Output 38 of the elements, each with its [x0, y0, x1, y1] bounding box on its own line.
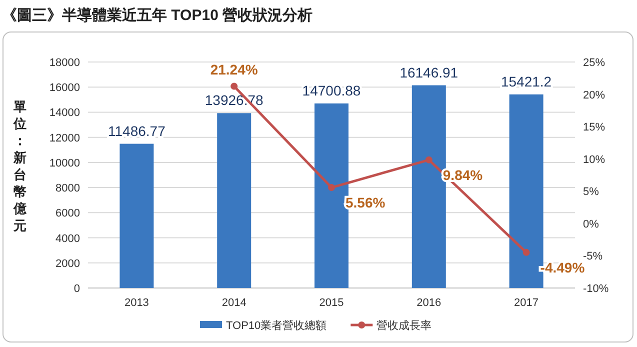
data-label: 11486.77 [108, 122, 166, 139]
bar [217, 113, 252, 288]
y-tick-label: 2000 [56, 258, 80, 270]
y-tick-label: 14000 [49, 107, 80, 120]
y-tick-label: 6000 [56, 208, 80, 220]
y2-tick-label: 15% [583, 122, 606, 134]
data-label: 15421.2 [500, 73, 552, 90]
y2-tick-label: -10% [583, 283, 609, 295]
data-label: 21.24% [210, 61, 258, 78]
legend-label: TOP10業者營收總額 [226, 319, 327, 332]
x-tick-label: 2016 [416, 297, 442, 309]
point [522, 248, 530, 256]
point [425, 156, 432, 164]
x-tick-label: 2014 [222, 297, 246, 309]
y-tick-label: 10000 [49, 157, 80, 170]
y-axis-title: 單位：新台幣億元 [12, 99, 28, 233]
y2-tick-label: 0% [583, 218, 600, 230]
y-tick-label: 8000 [56, 182, 80, 195]
x-tick-label: 2017 [514, 297, 539, 309]
legend-label: 營收成長率 [376, 319, 432, 332]
chart-title: 《圖三》半導體業近五年 TOP10 營收狀況分析 [2, 6, 313, 24]
bar [120, 144, 154, 288]
point [230, 82, 238, 90]
x-tick-label: 2015 [319, 297, 344, 309]
y2-tick-label: 20% [583, 89, 606, 102]
data-label: 14700.88 [302, 82, 361, 98]
y2-tick-label: 25% [583, 57, 606, 69]
y-tick-label: 18000 [49, 57, 80, 69]
y2-tick-label: 5% [583, 186, 600, 198]
x-tick-label: 2013 [124, 297, 149, 309]
y-tick-label: 12000 [49, 132, 80, 144]
y-tick-label: 4000 [56, 232, 80, 245]
y-tick-label: 16000 [49, 82, 80, 94]
data-label: 16146.91 [400, 64, 458, 80]
y2-tick-label: -5% [583, 250, 603, 263]
y2-tick-label: 10% [583, 154, 606, 166]
point [328, 184, 335, 192]
y-tick-label: 0 [74, 283, 80, 295]
